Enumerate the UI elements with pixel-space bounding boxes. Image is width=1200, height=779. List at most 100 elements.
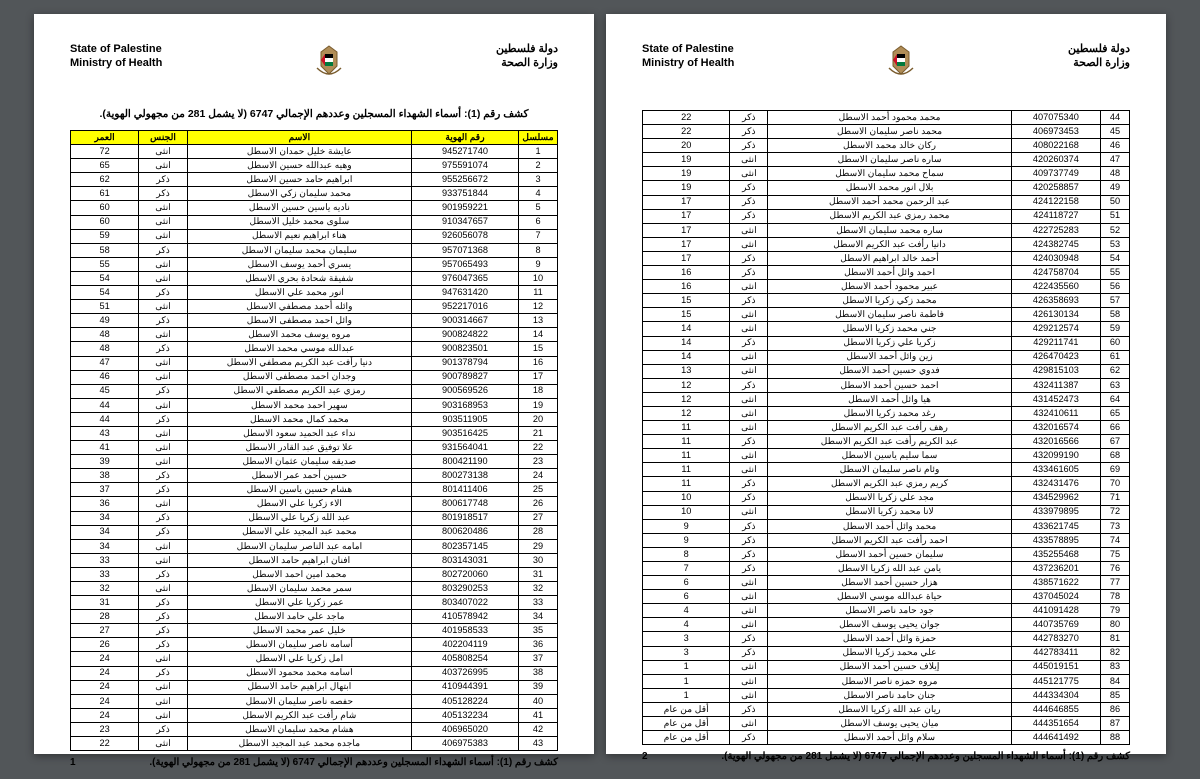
cell-id: 422435560 xyxy=(1011,280,1100,294)
cell-seq: 21 xyxy=(519,426,558,440)
cell-id: 405808254 xyxy=(411,652,518,666)
table-row: 23800421190صديقه سليمان عثمان الاسطلانثى… xyxy=(71,455,558,469)
cell-age: 34 xyxy=(71,511,139,525)
cell-id: 445121775 xyxy=(1011,674,1100,688)
cell-id: 901959221 xyxy=(411,201,518,215)
table-row: 56422435560عبير محمود أحمد الاسطلانثى16 xyxy=(643,280,1130,294)
cell-name: امل زكريا علي الاسطل xyxy=(187,652,411,666)
cell-age: 43 xyxy=(71,426,139,440)
cell-age: 12 xyxy=(643,392,730,406)
state-en: State of Palestine xyxy=(642,42,734,56)
cell-seq: 70 xyxy=(1101,477,1130,491)
cell-name: فاطمة ناصر سليمان الاسطل xyxy=(768,308,1011,322)
cell-id: 432016566 xyxy=(1011,435,1100,449)
cell-name: دنيا رأفت عبد الكريم مصطفي الاسطل xyxy=(187,356,411,370)
cell-name: هشام حسين ياسين الاسطل xyxy=(187,483,411,497)
cell-id: 957065493 xyxy=(411,257,518,271)
cell-name: وئام ناصر سليمان الاسطل xyxy=(768,463,1011,477)
cell-id: 903168953 xyxy=(411,398,518,412)
cell-id: 975591074 xyxy=(411,159,518,173)
cell-seq: 60 xyxy=(1101,336,1130,350)
cell-age: 32 xyxy=(71,582,139,596)
cell-age: 4 xyxy=(643,604,730,618)
cell-sex: ذكر xyxy=(139,384,188,398)
cell-age: 31 xyxy=(71,596,139,610)
cell-id: 433461605 xyxy=(1011,463,1100,477)
cell-name: الاء زكريا علي الاسطل xyxy=(187,497,411,511)
cell-sex: ذكر xyxy=(139,469,188,483)
cell-seq: 77 xyxy=(1101,576,1130,590)
cell-id: 424122158 xyxy=(1011,195,1100,209)
cell-seq: 55 xyxy=(1101,266,1130,280)
table-row: 58426130134فاطمة ناصر سليمان الاسطلانثى1… xyxy=(643,308,1130,322)
cell-sex: انثى xyxy=(730,449,768,463)
cell-sex: انثى xyxy=(139,257,188,271)
cell-id: 433621745 xyxy=(1011,519,1100,533)
cell-name: سمر محمد سليمان الاسطل xyxy=(187,582,411,596)
table-row: 36402204119أسامه ناصر سليمان الاسطلذكر26 xyxy=(71,638,558,652)
table-row: 39410944391ابتهال ابراهيم حامد الاسطلانث… xyxy=(71,680,558,694)
cell-seq: 32 xyxy=(519,582,558,596)
cell-name: دانيا رأفت عبد الكريم الاسطل xyxy=(768,237,1011,251)
cell-seq: 52 xyxy=(1101,223,1130,237)
cell-id: 957071368 xyxy=(411,243,518,257)
cell-seq: 82 xyxy=(1101,646,1130,660)
page-number: 2 xyxy=(642,751,648,762)
table-row: 31802720060محمد امين احمد الاسطلذكر33 xyxy=(71,567,558,581)
cell-id: 933751844 xyxy=(411,187,518,201)
cell-name: احمد رأفت عبد الكريم الاسطل xyxy=(768,533,1011,547)
cell-name: وائل احمد مصطفى الاسطل xyxy=(187,314,411,328)
ministry-ar: وزارة الصحة xyxy=(1068,56,1130,70)
cell-name: هيا وائل أحمد الاسطل xyxy=(768,392,1011,406)
cell-id: 438571622 xyxy=(1011,576,1100,590)
records-table-1: مسلسل رقم الهوية الاسم الجنس العمر 19452… xyxy=(70,130,558,751)
cell-sex: انثى xyxy=(139,356,188,370)
cell-id: 803290253 xyxy=(411,582,518,596)
table-row: 21903516425نداء عبد الحميد سعود الاسطلان… xyxy=(71,426,558,440)
table-row: 74433578895احمد رأفت عبد الكريم الاسطلذك… xyxy=(643,533,1130,547)
cell-name: ميان يحيى يوسف الاسطل xyxy=(768,717,1011,731)
cell-sex: انثى xyxy=(139,553,188,567)
cell-name: سليمان حسين أحمد الاسطل xyxy=(768,547,1011,561)
cell-seq: 83 xyxy=(1101,660,1130,674)
table-row: 88444641492سلام وائل أحمد الاسطلذكرأقل م… xyxy=(643,731,1130,745)
cell-seq: 1 xyxy=(519,145,558,159)
cell-seq: 2 xyxy=(519,159,558,173)
cell-sex: ذكر xyxy=(730,519,768,533)
cell-seq: 25 xyxy=(519,483,558,497)
cell-age: 1 xyxy=(643,660,730,674)
cell-name: ريان عبد الله زكريا الاسطل xyxy=(768,702,1011,716)
cell-age: 19 xyxy=(643,153,730,167)
table-row: 81442783270حمزة وائل أحمد الاسطلذكر3 xyxy=(643,632,1130,646)
cell-age: 26 xyxy=(71,638,139,652)
cell-name: وهيه عبدالله حسين الاسطل xyxy=(187,159,411,173)
cell-name: سهير احمد محمد الاسطل xyxy=(187,398,411,412)
table-row: 82442783411علي محمد زكريا الاسطلذكر3 xyxy=(643,646,1130,660)
cell-sex: ذكر xyxy=(139,314,188,328)
cell-age: 11 xyxy=(643,449,730,463)
cell-name: جني محمد زكريا الاسطل xyxy=(768,322,1011,336)
cell-sex: انثى xyxy=(139,398,188,412)
cell-sex: ذكر xyxy=(139,286,188,300)
cell-age: 11 xyxy=(643,435,730,449)
cell-name: احمد حسين أحمد الاسطل xyxy=(768,378,1011,392)
cell-seq: 24 xyxy=(519,469,558,483)
state-emblem-icon xyxy=(307,42,351,86)
table-row: 24800273138حسين أحمد عمر الاسطلذكر38 xyxy=(71,469,558,483)
cell-name: انور محمد علي الاسطل xyxy=(187,286,411,300)
cell-age: 7 xyxy=(643,562,730,576)
cell-id: 405128224 xyxy=(411,694,518,708)
cell-sex: ذكر xyxy=(139,342,188,356)
cell-age: 6 xyxy=(643,590,730,604)
cell-seq: 34 xyxy=(519,610,558,624)
cell-sex: ذكر xyxy=(730,632,768,646)
cell-id: 803143031 xyxy=(411,553,518,567)
cell-sex: انثى xyxy=(730,406,768,420)
cell-name: ابراهيم حامد حسين الاسطل xyxy=(187,173,411,187)
cell-age: 19 xyxy=(643,167,730,181)
cell-id: 402204119 xyxy=(411,638,518,652)
page-number: 1 xyxy=(70,757,76,768)
cell-name: امامه عبد الناصر سليمان الاسطل xyxy=(187,539,411,553)
cell-sex: انثى xyxy=(730,280,768,294)
cell-id: 429211741 xyxy=(1011,336,1100,350)
